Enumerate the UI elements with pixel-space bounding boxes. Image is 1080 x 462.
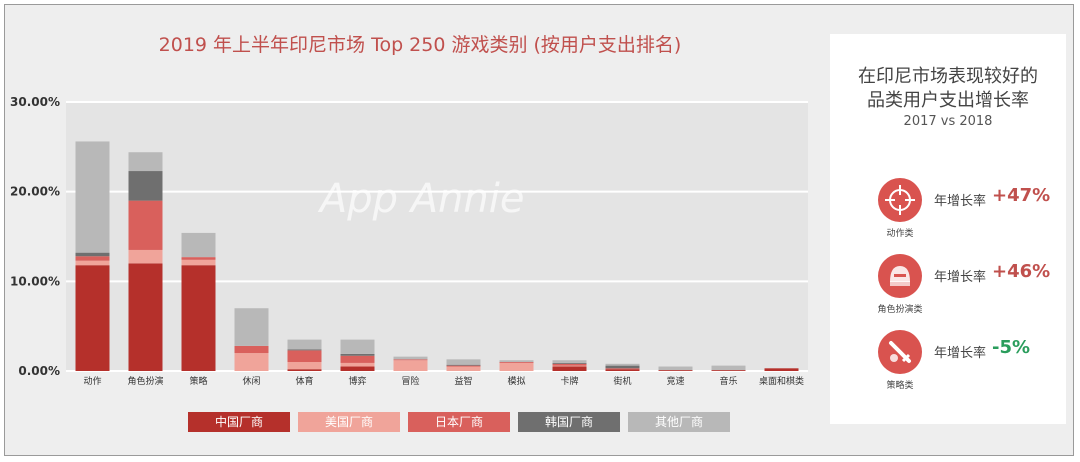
bar-segment [340,339,375,354]
panel-title-line1: 在印尼市场表现较好的 [858,66,1038,87]
bar-segment [711,365,746,371]
bar-segment [287,369,322,371]
bar-segment [287,349,322,351]
bar-segment [75,252,110,257]
growth-panel: 在印尼市场表现较好的 品类用户支出增长率 2017 vs 2018 动作类 年增… [830,34,1066,424]
x-tick-label: 策略 [189,375,207,387]
x-tick-label: 卡牌 [560,375,578,387]
bar-segment [393,359,428,361]
stat-strategy: 策略类 年增长率 -5% [874,326,1054,396]
bar-segment [75,265,110,371]
bar-segment [75,256,110,261]
x-tick-label: 音乐 [719,375,737,387]
bar-segment [340,355,375,363]
bar-segment [499,362,534,371]
x-tick-label: 冒险 [401,375,419,387]
y-tick-label: 30.00% [10,95,60,109]
bar-segment [181,232,216,258]
y-tick-label: 20.00% [10,185,60,199]
bar-segment [393,356,428,360]
legend-item-china: 中国厂商 [188,412,290,432]
stat-category: 角色扮演类 [877,305,923,315]
x-tick-label: 动作 [83,375,101,387]
chart-title: 2019 年上半年印尼市场 Top 250 游戏类别 (按用户支出排名) [158,34,682,56]
bar-segment [552,366,587,371]
stat-value: +47% [992,185,1051,206]
panel-subtitle: 2017 vs 2018 [903,114,993,129]
stat-action: 动作类 年增长率 +47% [874,174,1054,244]
bar-segment [711,370,746,371]
bar-segment [75,141,110,253]
bar-segment [128,200,163,250]
bar-segment [605,368,640,370]
y-tick-label: 10.00% [10,274,60,288]
bar-segment [128,263,163,371]
bar-segment [605,363,640,366]
bar-segment [658,370,693,371]
stat-value: +46% [992,261,1051,282]
legend-item-korea: 韩国厂商 [518,412,620,432]
bar-segment [446,366,481,371]
bar-segment [287,350,322,363]
panel-title-line2: 品类用户支出增长率 [867,90,1029,111]
bar-segment [234,345,269,354]
bar-segment [287,362,322,370]
x-tick-label: 街机 [613,375,631,387]
bar-segment [128,249,163,264]
bar-segment [552,365,587,367]
stat-label: 年增长率 [934,194,987,209]
bar-segment [340,362,375,367]
bar-segment [552,362,587,364]
bar-segment [128,171,163,201]
bar-segment [499,360,534,363]
x-tick-label: 角色扮演 [127,375,163,387]
bar-segment [658,366,693,371]
bar-segment [499,362,534,363]
helmet-icon [878,254,922,298]
bar-segment [340,353,375,356]
chart-legend: 中国厂商 美国厂商 日本厂商 韩国厂商 其他厂商 [188,412,730,432]
x-tick-label: 模拟 [507,375,525,387]
bar-segment [605,369,640,371]
x-tick-label: 休闲 [242,375,260,387]
legend-item-usa: 美国厂商 [298,412,400,432]
bar-segment [181,259,216,266]
bar-segment [446,365,481,367]
bar-segment [552,363,587,366]
x-tick-label: 益智 [454,375,472,387]
crosshair-icon [878,178,922,222]
bar-segment [446,359,481,365]
stat-label: 年增长率 [934,346,987,361]
stat-value: -5% [992,337,1031,358]
bar-segment [552,360,587,363]
bar-segment [234,308,269,346]
stat-category: 策略类 [886,381,914,391]
bar-segment [764,368,799,371]
sword-icon [878,330,922,374]
plot-area [66,102,808,371]
x-tick-label: 竞速 [666,375,684,387]
bar-segment [75,260,110,266]
bar-segment [605,365,640,369]
x-tick-label: 桌面和棋类 [759,375,804,387]
bar-segment [340,366,375,371]
x-tick-label: 体育 [295,375,313,387]
watermark: App Annie [317,176,525,222]
bar-segment [287,339,322,350]
bar-segment [234,353,269,371]
bar-segment [393,360,428,371]
stat-rpg: 角色扮演类 年增长率 +46% [874,250,1054,320]
bar-segment [128,152,163,172]
y-tick-label: 0.00% [18,364,60,378]
bar-chart: 0.00% 10.00% 20.00% 30.00% App Annie 动作 角色扮演 策略… [10,95,808,387]
legend-item-other: 其他厂商 [628,412,730,432]
x-tick-label: 博弈 [348,375,366,387]
bar-segment [181,257,216,260]
bar-segment [181,265,216,371]
bar-segment [446,364,481,366]
legend-item-japan: 日本厂商 [408,412,510,432]
stat-category: 动作类 [886,229,914,239]
stat-label: 年增长率 [934,270,987,285]
